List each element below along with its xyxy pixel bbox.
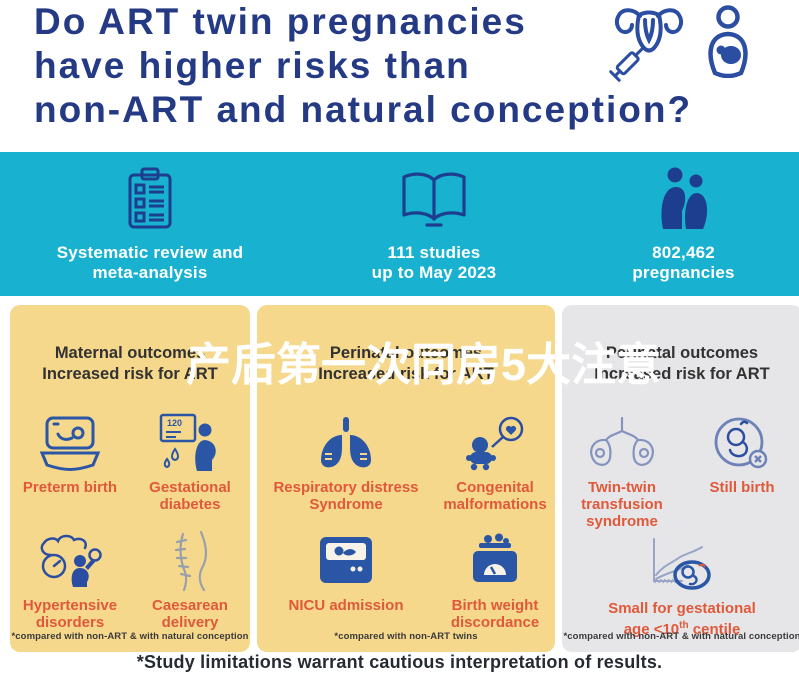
outcome-cards: Maternal outcomes Increased risk for ART — [10, 305, 799, 652]
outcome-item-preterm: Preterm birth — [10, 411, 130, 513]
banner-item-pregnancies: 802,462 pregnancies — [568, 152, 799, 296]
banner-item-studies: 111 studies up to May 2023 — [300, 152, 568, 296]
outcomes-grid: Respiratory distress Syndrome — [257, 411, 555, 631]
outcome-label: Gestational diabetes — [149, 479, 231, 513]
page-title: Do ART twin pregnancies have higher risk… — [34, 0, 692, 132]
infant-incubator-icon — [37, 411, 103, 475]
outcomes-grid: Preterm birth 120 — [10, 411, 250, 631]
blood-pressure-gauge-icon — [37, 529, 103, 593]
summary-banner: Systematic review and meta-analysis 111 … — [0, 152, 799, 296]
outcome-label: Hypertensive disorders — [22, 597, 118, 631]
banner-label-pregnancies: 802,462 pregnancies — [632, 243, 734, 283]
ivf-uterus-syringe-icon — [609, 4, 689, 82]
banner-label-line: Systematic review and — [56, 243, 244, 262]
outcomes-grid: Twin-twin transfusion syndrome — [562, 411, 799, 530]
card-title: Perinatal outcomes Increased risk for AR… — [562, 343, 799, 385]
outcome-label: Birth weight discordance — [450, 597, 540, 631]
card-title-line: Increased risk for ART — [594, 365, 770, 383]
perinatal-outcomes-card-gray: Perinatal outcomes Increased risk for AR… — [562, 305, 799, 652]
svg-text:120: 120 — [167, 418, 182, 428]
outcome-item-respiratory: Respiratory distress Syndrome — [257, 411, 435, 513]
sga-label-line1: Small for gestational — [608, 600, 756, 617]
banner-label-line: 802,462 — [652, 243, 715, 262]
card-title-line: Increased risk for ART — [318, 365, 494, 383]
banner-item-review: Systematic review and meta-analysis — [0, 152, 300, 296]
title-line-1: Do ART twin pregnancies — [34, 1, 527, 42]
card-title-line: Increased risk for ART — [42, 365, 218, 383]
outcome-label: Still birth — [709, 479, 775, 496]
sga-label-post: centile — [688, 621, 741, 638]
banner-label-line: 111 studies — [387, 243, 481, 262]
pregnant-couple-icon — [655, 166, 713, 232]
perinatal-outcomes-card-art: Perinatal outcomes Increased risk for AR… — [257, 305, 555, 652]
outcome-item-gestational-diabetes: 120 Gest — [130, 411, 250, 513]
twin-fetuses-connected-icon — [584, 411, 660, 475]
outcome-item-birthweight: Birth weight discordance — [435, 529, 555, 631]
fetus-circle-cross-icon — [711, 411, 773, 475]
outcome-label: Caesarean delivery — [152, 597, 228, 631]
outcome-label: Twin-twin transfusion syndrome — [581, 479, 663, 530]
caesarean-abdomen-icon — [167, 529, 213, 593]
card-footnote: *compared with non-ART & with natural co… — [563, 631, 799, 642]
outcome-label: Congenital malformations — [443, 479, 547, 513]
outcome-item-hypertensive: Hypertensive disorders — [10, 529, 130, 631]
header-icons — [609, 4, 753, 82]
outcome-item-stillbirth: Still birth — [682, 411, 799, 530]
open-book-icon — [396, 166, 472, 232]
maternal-outcomes-card: Maternal outcomes Increased risk for ART — [10, 305, 250, 652]
card-title-line: Maternal outcomes — [54, 344, 206, 362]
outcome-label: NICU admission — [288, 597, 404, 614]
card-footnote: *compared with non-ART twins — [334, 631, 478, 642]
title-line-2: have higher risks than — [34, 45, 471, 86]
lungs-icon — [316, 411, 376, 475]
card-footnote: *compared with non-ART & with natural co… — [11, 631, 249, 642]
banner-label-line: meta-analysis — [92, 263, 208, 282]
outcome-item-nicu: NICU admission — [257, 529, 435, 631]
card-title-line: Perinatal outcomes — [605, 344, 759, 362]
banner-label-review: Systematic review and meta-analysis — [57, 243, 244, 283]
title-line-3: non-ART and natural conception? — [34, 89, 693, 130]
glucose-monitor-pregnant-icon: 120 — [159, 411, 221, 475]
card-title-line: Perinatal outcomes — [329, 344, 483, 362]
outcome-item-congenital: Congenital malformations — [435, 411, 555, 513]
checklist-clipboard-icon — [123, 166, 177, 232]
header: Do ART twin pregnancies have higher risk… — [0, 0, 799, 152]
card-title: Maternal outcomes Increased risk for ART — [10, 343, 250, 385]
outcome-label: Preterm birth — [22, 479, 118, 496]
outcome-label: Respiratory distress Syndrome — [273, 479, 419, 513]
footer-limitations-note: *Study limitations warrant cautious inte… — [136, 652, 663, 672]
growth-chart-fetus-icon — [644, 532, 720, 596]
sga-label-pre: age <10 — [623, 621, 680, 638]
outcome-item-caesarean: Caesarean delivery — [130, 529, 250, 631]
weighing-scale-icon — [467, 529, 523, 593]
banner-label-line: pregnancies — [632, 263, 735, 282]
watermark-overlay-text: 产后第一次同房5大注意 — [186, 339, 662, 390]
sga-label-sup: th — [679, 620, 689, 631]
banner-label-studies: 111 studies up to May 2023 — [372, 243, 497, 283]
outcome-item-twin-twin: Twin-twin transfusion syndrome — [562, 411, 682, 530]
nicu-incubator-icon — [317, 529, 375, 593]
banner-label-line: up to May 2023 — [371, 263, 497, 282]
outcome-label: Small for gestational age <10th centile — [587, 600, 777, 638]
outcome-item-sga: Small for gestational age <10th centile — [562, 532, 799, 638]
baby-heart-magnifier-icon — [463, 411, 527, 475]
card-title: Perinatal outcomes Increased risk for AR… — [257, 343, 555, 385]
pregnant-person-icon — [703, 4, 753, 78]
